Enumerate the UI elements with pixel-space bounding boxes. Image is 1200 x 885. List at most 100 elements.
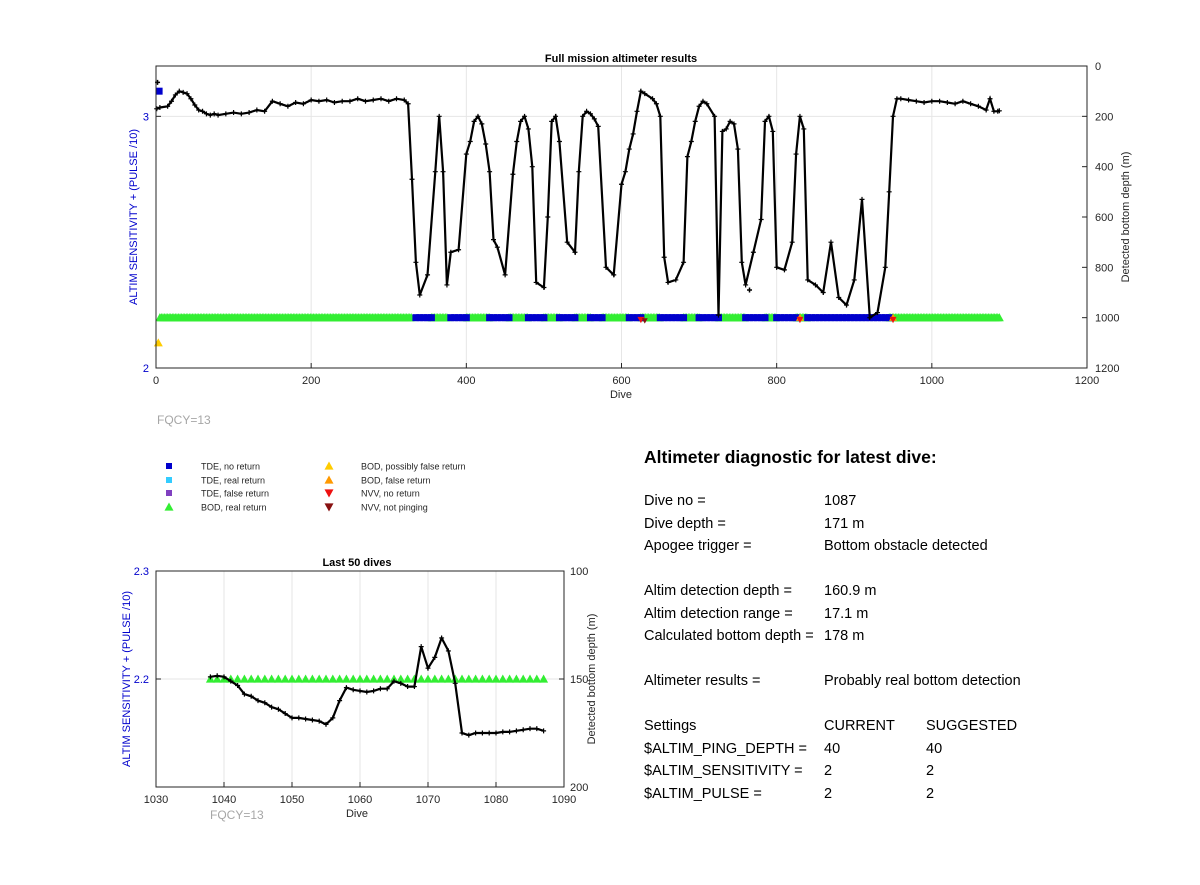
bod-real-marker <box>246 674 256 683</box>
depth-point <box>797 113 803 119</box>
depth-point <box>401 97 407 103</box>
top-x-axis-label: Dive <box>610 389 632 401</box>
nvv-no-return-marker <box>889 316 897 324</box>
tde-no-return-marker <box>831 314 839 322</box>
depth-point <box>432 654 438 660</box>
depth-point <box>719 128 725 134</box>
depth-point <box>413 259 419 265</box>
depth-point <box>487 169 493 175</box>
tde-no-return-marker <box>761 314 769 322</box>
tde-no-return-marker <box>854 314 862 322</box>
depth-point <box>200 108 206 114</box>
x-tick-label: 1200 <box>1075 375 1099 387</box>
tde-no-return-marker <box>827 314 835 322</box>
depth-point <box>700 98 706 104</box>
tde-no-return-marker <box>850 314 858 322</box>
depth-point <box>471 118 477 124</box>
depth-point <box>370 97 376 103</box>
legend-tde-real-return-marker <box>166 477 172 483</box>
y-right-tick-label: 200 <box>570 782 588 794</box>
legend-label: BOD, real return <box>201 503 267 513</box>
full-mission-chart: 0 200 400 600 800 1000 1200 23 020040060080010… <box>128 53 1132 427</box>
depth-point <box>727 118 733 124</box>
depth-point <box>308 97 314 103</box>
top-depth-series <box>154 79 1002 321</box>
depth-point <box>650 96 656 102</box>
y-right-tick-label: 150 <box>570 674 588 686</box>
tde-no-return-marker <box>625 314 633 322</box>
tde-no-return-marker <box>846 314 854 322</box>
tde-no-return-marker <box>524 314 532 322</box>
apogee-value: Bottom obstacle detected <box>824 538 988 554</box>
legend-label: TDE, real return <box>201 476 265 486</box>
depth-point <box>444 282 450 288</box>
top-settings-markers <box>153 87 1004 347</box>
depth-point <box>316 718 322 724</box>
tde-no-return-marker <box>784 314 792 322</box>
spacer <box>644 693 1164 716</box>
depth-point <box>228 678 234 684</box>
depth-point <box>347 98 353 104</box>
depth-point <box>235 682 241 688</box>
depth-point <box>529 164 535 170</box>
altim-range-label: Altim detection range = <box>644 605 793 622</box>
tde-no-return-marker <box>489 314 497 322</box>
settings-label: Settings <box>644 718 697 734</box>
tde-no-return-marker <box>532 314 540 322</box>
y-right-tick-label: 1200 <box>1095 363 1119 375</box>
tde-no-return-marker <box>870 314 878 322</box>
depth-point <box>494 244 500 250</box>
bottom-left-axis-label: ALTIM SENSITIVITY + (PULSE /10) <box>121 591 133 767</box>
depth-point <box>483 141 489 147</box>
current-header: CURRENT <box>824 718 895 734</box>
bod-real-marker <box>416 674 426 683</box>
tde-no-return-marker <box>559 314 567 322</box>
depth-point <box>436 113 442 119</box>
depth-point <box>758 217 764 223</box>
bod-real-marker <box>348 674 358 683</box>
altim-depth-label: Altim detection depth = <box>644 583 792 599</box>
depth-point <box>875 310 881 316</box>
depth-point <box>762 118 768 124</box>
depth-point <box>269 704 275 710</box>
legend-bod-real-return-marker <box>164 502 174 511</box>
tde-no-return-marker <box>714 314 722 322</box>
depth-point <box>595 123 601 129</box>
y-right-tick-label: 600 <box>1095 212 1113 224</box>
depth-point <box>285 103 291 109</box>
legend-bod-possibly-false-return-marker <box>324 461 334 470</box>
depth-point <box>731 121 737 127</box>
tde-no-return-marker <box>676 314 684 322</box>
depth-point <box>890 113 896 119</box>
depth-point <box>452 680 458 686</box>
depth-point <box>207 112 213 118</box>
bod-real-marker <box>498 674 508 683</box>
depth-point <box>343 685 349 691</box>
depth-point <box>196 107 202 113</box>
depth-point <box>518 118 524 124</box>
legend-tde-false-return-marker <box>166 490 172 496</box>
depth-point <box>296 715 302 721</box>
depth-point <box>418 644 424 650</box>
depth-point <box>207 674 213 680</box>
depth-point <box>411 684 417 690</box>
depth-point <box>556 139 562 144</box>
tde-no-return-marker <box>505 314 513 322</box>
tde-no-return-marker <box>780 314 788 322</box>
depth-point <box>630 131 636 137</box>
depth-point <box>770 128 776 134</box>
depth-point <box>541 284 547 290</box>
depth-point <box>241 691 247 697</box>
dive-depth-row: Dive depth = 171 m <box>644 513 1164 536</box>
tde-no-return-marker <box>811 314 819 322</box>
y-right-tick-label: 200 <box>1095 111 1113 123</box>
top-fqcy-annotation: FQCY=13 <box>157 413 211 427</box>
tde-no-return-marker <box>881 314 889 322</box>
last-50-dives-chart: 1030 1040 1050 1060 1070 1080 1090 2.22.3 1001… <box>121 557 598 822</box>
depth-point <box>906 97 912 103</box>
tde-no-return-marker <box>699 314 707 322</box>
depth-point <box>564 239 570 245</box>
depth-point <box>459 730 465 736</box>
top-right-axis-label: Detected bottom depth (m) <box>1120 152 1132 283</box>
